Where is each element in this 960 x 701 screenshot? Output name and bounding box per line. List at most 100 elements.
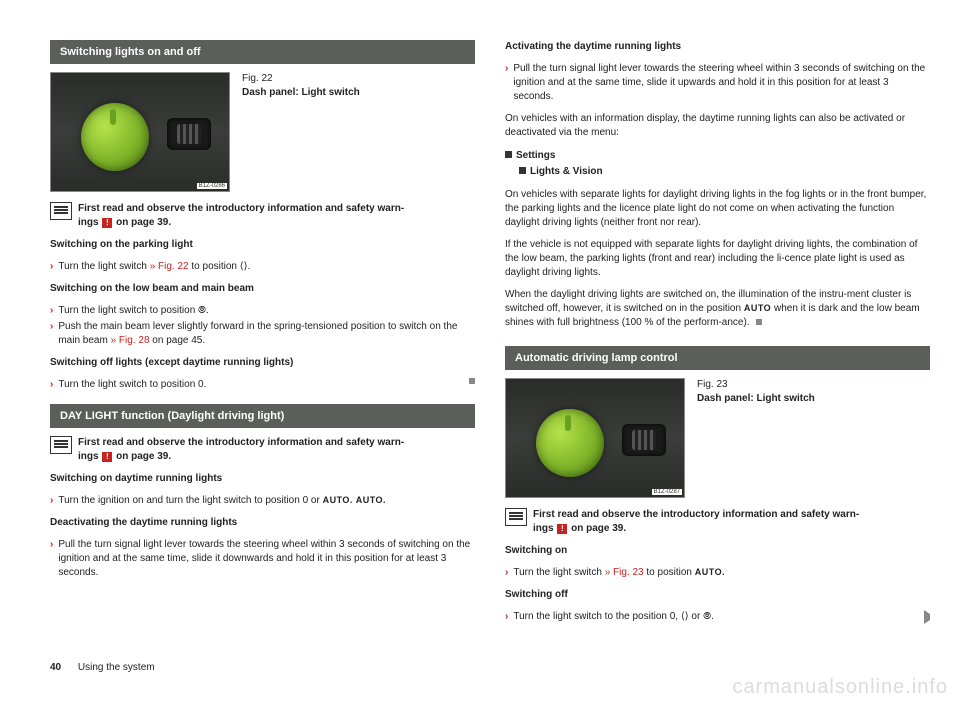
continue-arrow-icon: [924, 610, 930, 624]
figure-23-image: B1Z-0287: [505, 378, 685, 498]
read-page: on page 39.: [116, 451, 171, 462]
square-bullet-icon: [505, 151, 512, 158]
bullet-item: › Pull the turn signal light lever towar…: [50, 538, 475, 580]
dimmer-slider-illustration: [622, 424, 666, 456]
read-prefix: First read and observe the introductory …: [533, 509, 859, 520]
figure-22-caption: Fig. 22 Dash panel: Light switch: [242, 72, 360, 192]
bullet-text: Pull the turn signal light lever towards…: [58, 538, 475, 580]
fig-ref: » Fig. 23: [605, 567, 644, 578]
read-first-block-3: First read and observe the introductory …: [505, 508, 930, 536]
bullet-text: Turn the light switch » Fig. 23 to posit…: [513, 566, 725, 580]
subhead-switching-off: Switching off: [505, 588, 930, 602]
bullet-mark-icon: ›: [50, 538, 53, 580]
fig-ref: » Fig. 28: [111, 335, 150, 346]
bullet-mark-icon: ›: [505, 566, 508, 580]
text: Turn the light switch: [513, 567, 602, 578]
section-heading-daylight: DAY LIGHT function (Daylight driving lig…: [50, 404, 475, 428]
paragraph: When the daylight driving lights are swi…: [505, 288, 930, 330]
text: Turn the light switch: [58, 261, 147, 272]
subhead-activate-drl: Activating the daytime running lights: [505, 40, 930, 54]
book-icon: [50, 202, 72, 220]
figure-23-title: Dash panel: Light switch: [697, 392, 815, 406]
subhead-drl-on: Switching on daytime running lights: [50, 472, 475, 486]
auto-label: AUTO.: [695, 567, 725, 577]
figure-23-code: B1Z-0287: [652, 489, 682, 495]
paragraph: If the vehicle is not equipped with sepa…: [505, 238, 930, 280]
bullet-mark-icon: ›: [50, 260, 53, 274]
read-page: on page 39.: [571, 523, 626, 534]
figure-23-row: B1Z-0287 Fig. 23 Dash panel: Light switc…: [505, 378, 930, 498]
menu-item-settings: Settings: [505, 148, 930, 164]
menu-label: Lights & Vision: [530, 166, 603, 177]
fig-ref: » Fig. 22: [150, 261, 189, 272]
auto-label: AUTO.: [323, 495, 353, 505]
bullet-item: › Push the main beam lever slightly forw…: [50, 320, 475, 348]
subhead-drl-off: Deactivating the daytime running lights: [50, 516, 475, 530]
section-end-icon: [756, 319, 762, 325]
bullet-mark-icon: ›: [50, 494, 53, 508]
text: Turn the ignition on and turn the light …: [58, 495, 319, 506]
auto-label: AUTO: [744, 303, 771, 313]
bullet-text: Turn the light switch to the position 0,…: [513, 610, 714, 624]
bullet-mark-icon: ›: [50, 378, 53, 392]
figure-23-caption: Fig. 23 Dash panel: Light switch: [697, 378, 815, 498]
read-first-text-3: First read and observe the introductory …: [533, 508, 859, 536]
subhead-switch-off: Switching off lights (except daytime run…: [50, 356, 475, 370]
subhead-parking-light: Switching on the parking light: [50, 238, 475, 252]
bullet-item: › Turn the light switch to the position …: [505, 610, 930, 624]
bullet-item: › Turn the light switch to position 0.: [50, 378, 475, 392]
bullet-text: Turn the light switch to position ⦾.: [58, 304, 208, 318]
page-number: 40: [50, 662, 61, 673]
figure-22-row: B1Z-0286 Fig. 22 Dash panel: Light switc…: [50, 72, 475, 192]
section-heading-switching-lights: Switching lights on and off: [50, 40, 475, 64]
section-heading-auto-lamp: Automatic driving lamp control: [505, 346, 930, 370]
bullet-mark-icon: ›: [50, 304, 53, 318]
bullet-item: › Turn the light switch to position ⦾.: [50, 304, 475, 318]
book-icon: [505, 508, 527, 526]
figure-22-code: B1Z-0286: [197, 183, 227, 189]
read-first-block-2: First read and observe the introductory …: [50, 436, 475, 464]
page-footer: 40 Using the system: [50, 662, 155, 673]
section-end-icon: [469, 378, 475, 384]
watermark: carmanualsonline.info: [732, 676, 948, 699]
figure-22-title: Dash panel: Light switch: [242, 86, 360, 100]
dimmer-slider-illustration: [167, 118, 211, 150]
warning-icon: !: [102, 452, 112, 462]
subhead-low-beam: Switching on the low beam and main beam: [50, 282, 475, 296]
read-first-block-1: First read and observe the introductory …: [50, 202, 475, 230]
bullet-mark-icon: ›: [50, 320, 53, 348]
paragraph: On vehicles with separate lights for day…: [505, 188, 930, 230]
text: to position ⟨⟩.: [191, 261, 250, 272]
bullet-item: › Turn the light switch » Fig. 23 to pos…: [505, 566, 930, 580]
bullet-text: Pull the turn signal light lever towards…: [513, 62, 930, 104]
page: Switching lights on and off B1Z-0286 Fig…: [0, 0, 960, 660]
read-prefix: First read and observe the introductory …: [78, 203, 404, 214]
warning-icon: !: [557, 524, 567, 534]
warning-icon: !: [102, 218, 112, 228]
figure-22-number: Fig. 22: [242, 72, 360, 86]
read-suffix: ings: [78, 451, 99, 462]
left-column: Switching lights on and off B1Z-0286 Fig…: [50, 40, 475, 645]
bullet-text: Turn the light switch to position 0.: [58, 378, 206, 392]
figure-22-image: B1Z-0286: [50, 72, 230, 192]
text: to position: [646, 567, 692, 578]
bullet-item: › Pull the turn signal light lever towar…: [505, 62, 930, 104]
bullet-mark-icon: ›: [505, 610, 508, 624]
bullet-text: Turn the ignition on and turn the light …: [58, 494, 386, 508]
bullet-text: Push the main beam lever slightly forwar…: [58, 320, 475, 348]
book-icon: [50, 436, 72, 454]
subhead-switching-on: Switching on: [505, 544, 930, 558]
light-switch-dial-illustration: [536, 409, 604, 477]
read-first-text-1: First read and observe the introductory …: [78, 202, 404, 230]
menu-item-lights-vision: Lights & Vision: [519, 164, 930, 180]
bullet-text: Turn the light switch » Fig. 22 to posit…: [58, 260, 250, 274]
read-suffix: ings: [78, 217, 99, 228]
menu-label: Settings: [516, 150, 555, 161]
footer-section-title: Using the system: [78, 662, 155, 673]
bullet-item: › Turn the ignition on and turn the ligh…: [50, 494, 475, 508]
figure-23-number: Fig. 23: [697, 378, 815, 392]
bullet-mark-icon: ›: [505, 62, 508, 104]
paragraph: On vehicles with an information display,…: [505, 112, 930, 140]
read-suffix: ings: [533, 523, 554, 534]
square-bullet-icon: [519, 167, 526, 174]
